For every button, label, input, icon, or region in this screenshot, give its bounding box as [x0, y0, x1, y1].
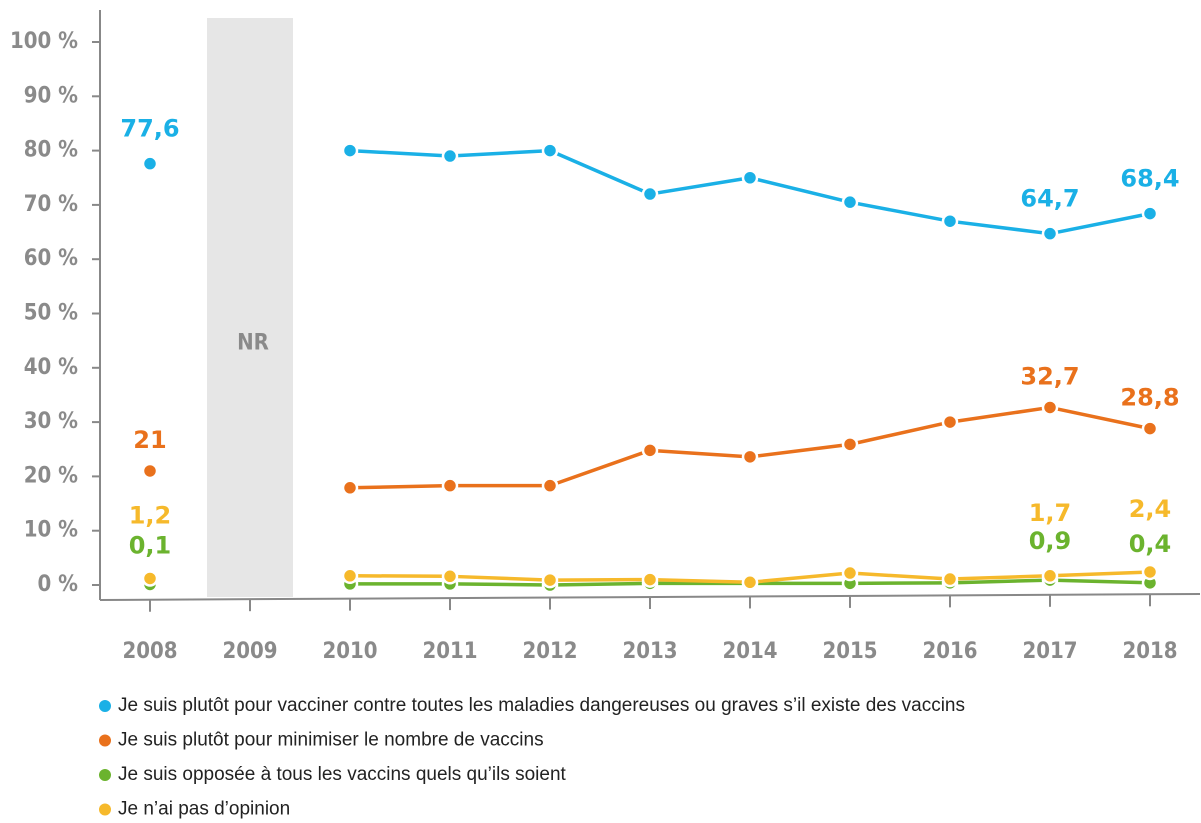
x-tick-label: 2011 — [422, 639, 477, 664]
x-tick-label: 2010 — [322, 639, 377, 664]
data-point — [841, 436, 859, 453]
legend-label: Je suis plutôt pour vacciner contre tout… — [118, 695, 965, 716]
legend-marker — [99, 769, 111, 781]
legend-label: Je suis plutôt pour minimiser le nombre … — [118, 730, 544, 751]
x-tick-label: 2016 — [922, 639, 977, 664]
data-point — [141, 155, 159, 172]
data-point — [341, 142, 359, 159]
y-tick-label: 0 % — [38, 572, 79, 597]
data-point — [641, 185, 659, 203]
y-tick-label: 50 % — [24, 301, 78, 326]
x-tick-label: 2008 — [122, 639, 177, 664]
data-label: 1,7 — [1029, 499, 1072, 527]
y-tick-label: 10 % — [24, 518, 78, 543]
data-point — [441, 147, 459, 165]
legend-marker — [99, 734, 111, 747]
data-point — [641, 442, 659, 459]
data-point — [141, 570, 159, 587]
data-point — [841, 193, 859, 211]
data-point — [1041, 399, 1059, 416]
data-label: 2,4 — [1129, 495, 1172, 523]
x-tick-label: 2012 — [522, 639, 577, 664]
data-point — [941, 570, 959, 588]
data-point — [1041, 225, 1059, 242]
data-point — [441, 477, 459, 494]
data-point — [641, 571, 659, 588]
data-point — [941, 413, 959, 431]
data-point — [341, 479, 359, 497]
data-point — [1141, 205, 1159, 222]
data-point — [741, 574, 759, 591]
y-tick-label: 80 % — [24, 138, 78, 163]
data-point — [541, 142, 559, 159]
annotation: NR — [237, 330, 269, 355]
x-tick-label: 2009 — [222, 639, 277, 664]
y-tick-label: 90 % — [24, 83, 78, 108]
data-label: 28,8 — [1120, 384, 1179, 412]
legend-label: Je suis opposée à tous les vaccins quels… — [118, 764, 567, 785]
y-tick-label: 30 % — [24, 409, 78, 434]
y-tick-label: 20 % — [24, 463, 78, 488]
x-tick-label: 2018 — [1122, 639, 1177, 664]
legend-marker — [99, 700, 111, 712]
data-point — [1041, 567, 1059, 585]
legend-marker — [99, 803, 111, 816]
data-point — [841, 564, 859, 582]
y-tick-label: 100 % — [10, 29, 78, 54]
x-tick-label: 2013 — [622, 639, 677, 664]
data-point — [1141, 420, 1159, 437]
data-label: 0,9 — [1029, 527, 1072, 555]
data-point — [141, 462, 159, 480]
data-point — [341, 567, 359, 585]
data-point — [541, 477, 559, 494]
x-tick-label: 2015 — [822, 639, 877, 664]
data-point — [441, 568, 459, 585]
data-label: 68,4 — [1120, 165, 1179, 193]
data-label: 64,7 — [1020, 185, 1079, 213]
y-tick-label: 70 % — [24, 192, 78, 217]
x-tick-label: 2014 — [722, 639, 777, 664]
data-label: 1,2 — [129, 501, 172, 529]
x-tick-label: 2017 — [1022, 639, 1077, 664]
data-label: 21 — [133, 426, 166, 454]
data-label: 77,6 — [120, 115, 179, 143]
series-line — [349, 405, 1151, 490]
data-point — [741, 448, 759, 466]
data-label: 0,4 — [1129, 530, 1172, 558]
no-data-band — [207, 18, 293, 597]
data-label: 0,1 — [129, 531, 172, 559]
data-point — [941, 212, 959, 230]
data-point — [741, 169, 759, 186]
legend-label: Je n’ai pas d’opinion — [118, 799, 290, 820]
data-point — [541, 571, 559, 589]
y-tick-label: 40 % — [24, 355, 78, 380]
data-point — [1141, 563, 1159, 581]
data-label: 32,7 — [1020, 362, 1079, 390]
y-tick-label: 60 % — [24, 246, 78, 271]
